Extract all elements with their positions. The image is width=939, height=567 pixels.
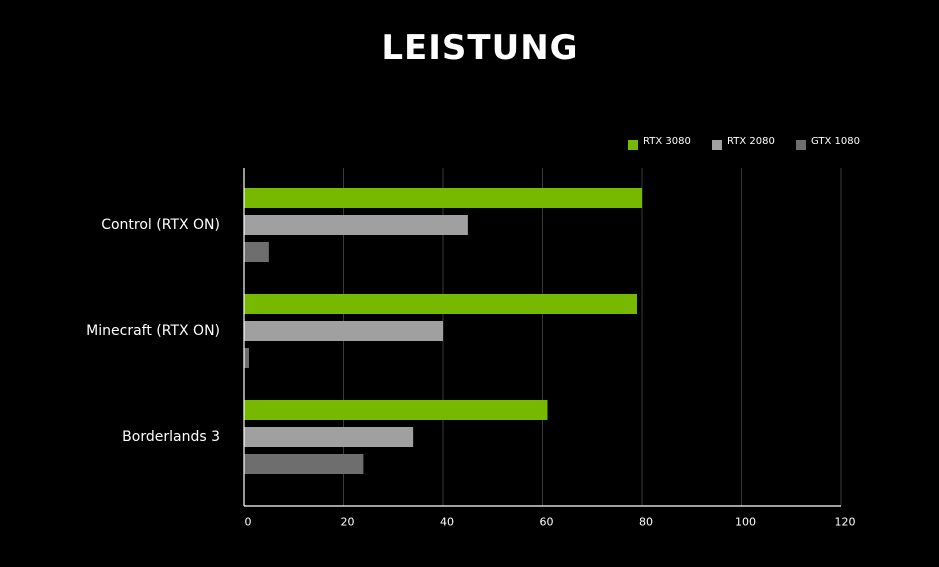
x-tick-label: 60	[540, 516, 554, 529]
x-tick-labels: 0 20 40 60 80 100 120	[245, 516, 856, 529]
bar	[244, 400, 548, 420]
bar	[244, 188, 642, 208]
legend-swatch-series-3	[796, 140, 806, 150]
x-tick-label: 40	[440, 516, 454, 529]
legend-label-series-1: RTX 3080	[643, 136, 691, 147]
x-tick-label: 0	[245, 516, 252, 529]
x-tick-label: 20	[341, 516, 355, 529]
category-label: Minecraft (RTX ON)	[86, 323, 220, 339]
bar	[244, 427, 414, 447]
chart-title: LEISTUNG	[381, 28, 579, 68]
x-tick-label: 80	[639, 516, 653, 529]
bar	[244, 294, 638, 314]
bar	[244, 348, 249, 368]
x-tick-label: 100	[735, 516, 756, 529]
legend-label-series-3: GTX 1080	[811, 136, 860, 147]
bar	[244, 242, 269, 262]
legend-swatch-series-2	[712, 140, 722, 150]
axes	[243, 168, 841, 507]
bar	[244, 321, 443, 341]
legend-label-series-2: RTX 2080	[727, 136, 775, 147]
category-label: Borderlands 3	[122, 429, 220, 445]
category-labels: Control (RTX ON) Minecraft (RTX ON) Border…	[86, 217, 220, 445]
x-tick-label: 120	[835, 516, 856, 529]
category-label: Control (RTX ON)	[101, 217, 220, 233]
bars	[244, 188, 642, 474]
bar	[244, 454, 364, 474]
legend-swatch-series-1	[628, 140, 638, 150]
bar	[244, 215, 468, 235]
